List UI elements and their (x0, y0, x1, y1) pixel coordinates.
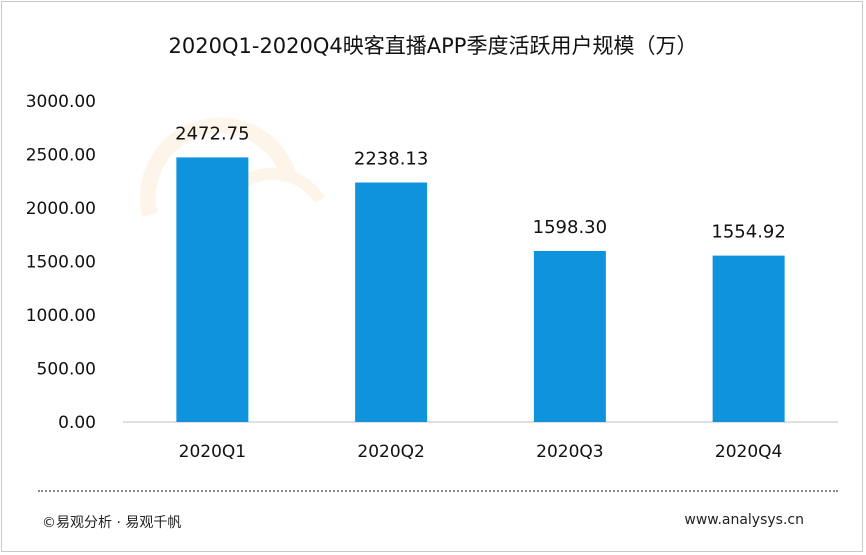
data-label: 1554.92 (711, 222, 785, 243)
bar-2020q2 (355, 182, 428, 422)
watermark-logo-arc (139, 117, 298, 217)
x-tick-label: 2020Q4 (715, 442, 782, 462)
bar-2020q3 (533, 250, 606, 422)
footer-website: www.analysys.cn (684, 512, 804, 528)
y-tick-label: 3000.00 (26, 92, 96, 112)
footer-copyright: ©易观分析 · 易观千帆 (42, 515, 182, 531)
y-tick-label: 1500.00 (26, 253, 96, 273)
y-tick-label: 2000.00 (26, 199, 96, 219)
data-label: 2472.75 (175, 123, 249, 144)
bar-2020q1 (176, 157, 249, 422)
data-label: 1598.30 (533, 217, 607, 238)
chart-title: 2020Q1-2020Q4映客直播APP季度活跃用户规模（万） (168, 34, 698, 58)
y-tick-label: 0.00 (58, 413, 96, 433)
data-label: 2238.13 (354, 149, 428, 170)
y-tick-label: 1000.00 (26, 306, 96, 326)
bar-2020q4 (712, 255, 785, 422)
x-tick-label: 2020Q3 (536, 442, 603, 462)
y-tick-label: 2500.00 (26, 146, 96, 166)
bars-group (176, 157, 785, 422)
category-labels-group: 2020Q1 2020Q2 2020Q3 2020Q4 (179, 442, 783, 462)
y-tick-label: 500.00 (37, 360, 96, 380)
y-axis: 0.00 500.00 1000.00 1500.00 2000.00 2500.00 30… (26, 92, 96, 433)
x-tick-label: 2020Q2 (357, 442, 424, 462)
x-tick-label: 2020Q1 (179, 442, 246, 462)
data-labels-group: 2472.75 2238.13 1598.30 1554.92 (175, 123, 786, 242)
footer-divider (38, 490, 838, 492)
